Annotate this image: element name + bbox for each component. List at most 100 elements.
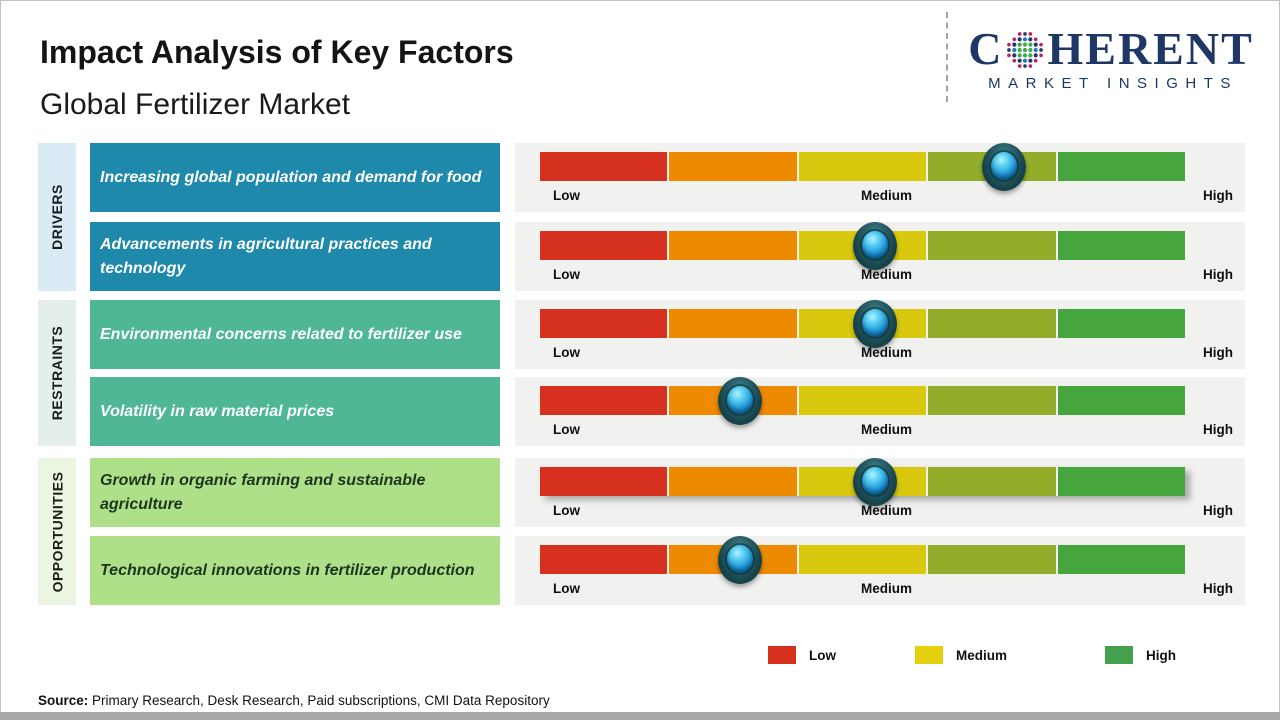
- factor-text: Growth in organic farming and sustainabl…: [100, 472, 426, 513]
- gauge-segment: [540, 231, 668, 260]
- scale-medium-label: Medium: [860, 188, 912, 203]
- impact-marker-icon: [717, 535, 762, 584]
- gauge-segment: [928, 309, 1056, 338]
- source-line: Source: Primary Research, Desk Research,…: [38, 693, 550, 708]
- legend-swatch-high: [1105, 646, 1133, 664]
- impact-marker-icon: [853, 299, 898, 348]
- impact-marker-icon: [982, 142, 1027, 191]
- scale-high-label: High: [1203, 345, 1233, 360]
- legend-swatch-medium: [915, 646, 943, 664]
- gauge-scale: Low Medium High: [540, 503, 1233, 521]
- brand-letters: HERENT: [1047, 23, 1254, 74]
- legend-swatch-low: [768, 646, 796, 664]
- factor-text: Increasing global population and demand …: [100, 168, 482, 186]
- factor-box: Growth in organic farming and sustainabl…: [90, 458, 500, 527]
- page-subtitle: Global Fertilizer Market: [40, 88, 351, 121]
- section-label-drivers: DRIVERS: [38, 143, 76, 291]
- gauge-bar: [540, 142, 1186, 191]
- section-label-text: RESTRAINTS: [49, 325, 66, 421]
- gauge-segment: [1057, 386, 1186, 415]
- gauge-segment: [928, 545, 1056, 574]
- gauge-segment: [540, 152, 668, 181]
- gauge-segment: [540, 386, 668, 415]
- scale-medium-label: Medium: [860, 345, 912, 360]
- factor-box: Environmental concerns related to fertil…: [90, 300, 500, 369]
- impact-marker-icon: [717, 376, 762, 425]
- gauge-segment: [540, 309, 668, 338]
- gauge-segment: [1057, 545, 1186, 574]
- scale-low-label: Low: [553, 581, 580, 596]
- gauge-segment: [798, 386, 927, 415]
- legend-label: Low: [809, 647, 836, 663]
- scale-high-label: High: [1203, 503, 1233, 518]
- scale-medium-label: Medium: [860, 503, 912, 518]
- source-prefix: Source:: [38, 693, 89, 708]
- header-divider: [946, 12, 948, 102]
- brand-tagline: MARKET INSIGHTS: [988, 75, 1238, 92]
- gauge-segment: [1057, 152, 1186, 181]
- gauge-scale: Low Medium High: [540, 188, 1233, 206]
- legend-item-high: High: [1105, 646, 1176, 664]
- gauge-scale: Low Medium High: [540, 581, 1233, 599]
- footer-bar: [0, 712, 1280, 720]
- gauge-bar: [540, 535, 1186, 584]
- legend-label: High: [1146, 647, 1176, 663]
- impact-gauge: Low Medium High: [515, 376, 1245, 446]
- gauge-scale: Low Medium High: [540, 267, 1233, 285]
- scale-high-label: High: [1203, 422, 1233, 437]
- globe-dots-icon: [1007, 32, 1044, 68]
- scale-medium-label: Medium: [860, 581, 912, 596]
- scale-low-label: Low: [553, 267, 580, 282]
- scale-high-label: High: [1203, 581, 1233, 596]
- scale-medium-label: Medium: [860, 267, 912, 282]
- gauge-bar: [540, 376, 1186, 425]
- factor-box: Technological innovations in fertilizer …: [90, 536, 500, 605]
- gauge-segment: [669, 152, 797, 181]
- impact-gauge: Low Medium High: [515, 457, 1245, 527]
- gauge-segment: [1057, 231, 1186, 260]
- gauge-segment: [928, 386, 1056, 415]
- gauge-segment: [1057, 309, 1186, 338]
- section-label-restraints: RESTRAINTS: [38, 300, 76, 446]
- scale-high-label: High: [1203, 267, 1233, 282]
- scale-medium-label: Medium: [860, 422, 912, 437]
- gauge-bar: [540, 299, 1186, 348]
- factor-text: Environmental concerns related to fertil…: [100, 325, 462, 343]
- legend-item-medium: Medium: [915, 646, 1007, 664]
- impact-marker-icon: [853, 457, 898, 506]
- factor-text: Advancements in agricultural practices a…: [100, 236, 432, 277]
- impact-gauge: Low Medium High: [515, 299, 1245, 369]
- brand-wordmark: C HERENT: [960, 26, 1262, 72]
- gauge-segment: [928, 467, 1056, 496]
- gauge-scale: Low Medium High: [540, 422, 1233, 440]
- scale-low-label: Low: [553, 503, 580, 518]
- scale-low-label: Low: [553, 188, 580, 203]
- factor-box: Volatility in raw material prices: [90, 377, 500, 446]
- gauge-scale: Low Medium High: [540, 345, 1233, 363]
- gauge-segment: [928, 231, 1056, 260]
- gauge-segment: [798, 545, 927, 574]
- page-title: Impact Analysis of Key Factors: [40, 34, 514, 70]
- gauge-segment: [1057, 467, 1186, 496]
- legend-item-low: Low: [768, 646, 836, 664]
- gauge-segment: [669, 467, 797, 496]
- impact-gauge: Low Medium High: [515, 221, 1245, 291]
- section-label-text: DRIVERS: [49, 184, 66, 250]
- gauge-segment: [540, 467, 668, 496]
- section-label-opportunities: OPPORTUNITIES: [38, 458, 76, 605]
- factor-box: Advancements in agricultural practices a…: [90, 222, 500, 291]
- impact-gauge: Low Medium High: [515, 535, 1245, 605]
- gauge-segment: [669, 231, 797, 260]
- factor-box: Increasing global population and demand …: [90, 143, 500, 212]
- gauge-segment: [798, 152, 927, 181]
- source-text: Primary Research, Desk Research, Paid su…: [92, 693, 550, 708]
- brand-logo: C HERENT MARKET INSIGHTS: [960, 26, 1262, 93]
- factor-text: Technological innovations in fertilizer …: [100, 561, 475, 579]
- factor-text: Volatility in raw material prices: [100, 402, 335, 420]
- section-label-text: OPPORTUNITIES: [49, 471, 66, 592]
- legend-label: Medium: [956, 647, 1008, 663]
- scale-high-label: High: [1203, 188, 1233, 203]
- brand-letter: C: [968, 23, 1004, 74]
- gauge-segment: [669, 309, 797, 338]
